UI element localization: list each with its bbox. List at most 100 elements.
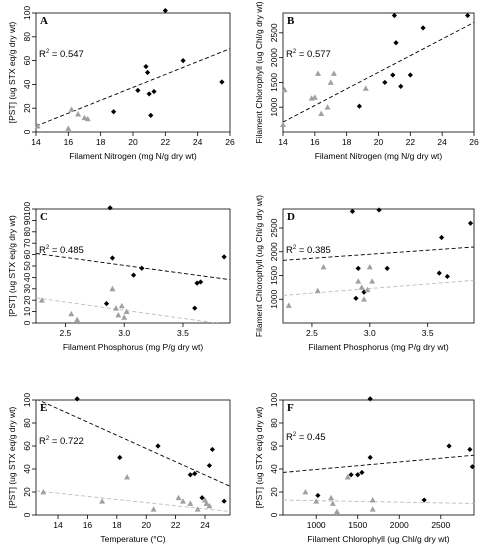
trend-line — [37, 400, 230, 487]
r-squared-prefix: R — [286, 49, 293, 60]
trend-line — [36, 48, 230, 127]
x-tick-label: 22 — [171, 520, 181, 530]
y-tick-label: 20 — [269, 487, 279, 497]
x-tick-label: 18 — [96, 137, 106, 147]
x-axis-label: Filament Phosphorus (mg P/g dry wt) — [63, 342, 203, 352]
data-point-diamond — [151, 88, 157, 95]
data-point-diamond — [139, 265, 145, 271]
r-squared-superscript: 2 — [46, 245, 50, 251]
data-point-diamond — [356, 103, 362, 109]
data-point-diamond — [359, 469, 365, 476]
x-tick-label: 20 — [128, 137, 138, 147]
data-point-diamond — [469, 464, 475, 470]
data-point-diamond — [103, 301, 110, 307]
x-tick-label: 14 — [278, 137, 288, 147]
data-point-diamond — [148, 112, 154, 118]
data-point-diamond — [367, 396, 373, 402]
data-point-diamond — [421, 497, 427, 503]
data-point-diamond — [315, 492, 321, 499]
data-point-diamond — [135, 87, 141, 93]
trend-line — [283, 279, 474, 296]
x-tick-label: 2500 — [431, 520, 450, 530]
x-tick-label: 3.0 — [118, 328, 130, 338]
trend-line — [283, 499, 474, 504]
x-tick-label: 16 — [310, 137, 320, 147]
data-point-triangle — [280, 121, 286, 127]
data-point-diamond — [111, 109, 117, 115]
x-tick-label: 2000 — [390, 520, 409, 530]
y-axis-label: [PST] (ug STX eq/g dry wt) — [7, 407, 17, 509]
data-point-diamond — [221, 254, 227, 260]
data-point-triangle — [121, 314, 128, 320]
x-tick-label: 26 — [225, 137, 235, 147]
data-point-triangle — [123, 308, 130, 314]
data-point-diamond — [194, 280, 200, 286]
data-point-diamond — [130, 272, 137, 278]
r-squared-label: R2 = 0.385 — [286, 245, 331, 256]
data-point-diamond — [180, 58, 186, 64]
data-point-diamond — [376, 207, 382, 213]
r-squared-value: = 0.547 — [49, 49, 84, 60]
data-point-triangle — [302, 489, 309, 495]
y-axis-label: Filament Chlorophyll (ug Chl/g dry wt) — [254, 1, 264, 143]
data-point-diamond — [390, 72, 396, 78]
x-tick-label: 3.5 — [177, 328, 189, 338]
data-point-diamond — [367, 454, 373, 461]
data-point-diamond — [355, 265, 361, 271]
y-tick-label: 10 — [22, 307, 32, 317]
x-tick-label: 22 — [406, 137, 416, 147]
r-squared-superscript: 2 — [293, 432, 297, 438]
panel-letter: F — [287, 402, 294, 414]
panel-letter: C — [40, 211, 48, 223]
data-point-triangle — [311, 94, 318, 100]
x-tick-label: 20 — [141, 520, 151, 530]
x-tick-label: 14 — [53, 520, 63, 530]
data-point-diamond — [436, 270, 442, 276]
r-squared-value: = 0.385 — [296, 245, 331, 256]
y-tick-label: 20 — [22, 295, 32, 305]
y-tick-label: 60 — [22, 56, 32, 66]
data-point-diamond — [398, 83, 404, 89]
y-tick-label: 80 — [22, 227, 32, 237]
y-tick-label: 0 — [22, 129, 32, 134]
data-point-triangle — [320, 263, 327, 270]
y-axis-label: [PST] (ug STX eq/g dry wt) — [7, 22, 17, 124]
data-point-triangle — [112, 305, 119, 311]
data-point-triangle — [361, 296, 368, 302]
data-point-triangle — [81, 114, 88, 121]
data-point-diamond — [407, 72, 413, 78]
data-point-triangle — [84, 115, 91, 122]
y-tick-label: 60 — [269, 441, 279, 451]
data-point-diamond — [155, 443, 161, 449]
x-tick-label: 20 — [374, 137, 384, 147]
panel-d: 2.5 3.0 3.5 1000 1500 2000 2500 Filament Phosph… — [254, 195, 475, 352]
x-tick-label: 24 — [437, 137, 447, 147]
data-point-triangle — [324, 104, 331, 110]
y-tick-label: 100 — [269, 393, 279, 407]
data-point-diamond — [382, 79, 388, 86]
data-point-triangle — [206, 502, 213, 509]
y-tick-label: 0 — [22, 512, 32, 517]
data-point-diamond — [349, 208, 356, 214]
y-tick-label: 60 — [22, 250, 32, 260]
data-point-triangle — [369, 278, 376, 284]
x-tick-label: 1500 — [348, 520, 367, 530]
data-point-diamond — [109, 255, 116, 261]
y-tick-label: 2500 — [269, 218, 279, 237]
r-squared-value: = 0.722 — [49, 436, 84, 447]
data-point-triangle — [68, 106, 75, 112]
panel-b: 14 16 18 20 22 24 26 1000 1500 2000 2500 Filament N… — [254, 1, 479, 161]
data-point-triangle — [38, 297, 45, 303]
y-tick-label: 30 — [22, 284, 32, 294]
y-axis-label: Filament Chlorophyll (ug Chl/g dry wt) — [254, 195, 264, 337]
data-point-triangle — [124, 474, 131, 480]
x-tick-label: 26 — [469, 137, 479, 147]
data-point-triangle — [313, 498, 320, 504]
y-tick-label: 2500 — [269, 23, 279, 42]
x-tick-label: 1000 — [307, 520, 326, 530]
data-point-diamond — [465, 12, 471, 19]
r-squared-prefix: R — [39, 49, 46, 60]
y-tick-label: 80 — [22, 32, 32, 42]
data-point-diamond — [162, 8, 168, 14]
